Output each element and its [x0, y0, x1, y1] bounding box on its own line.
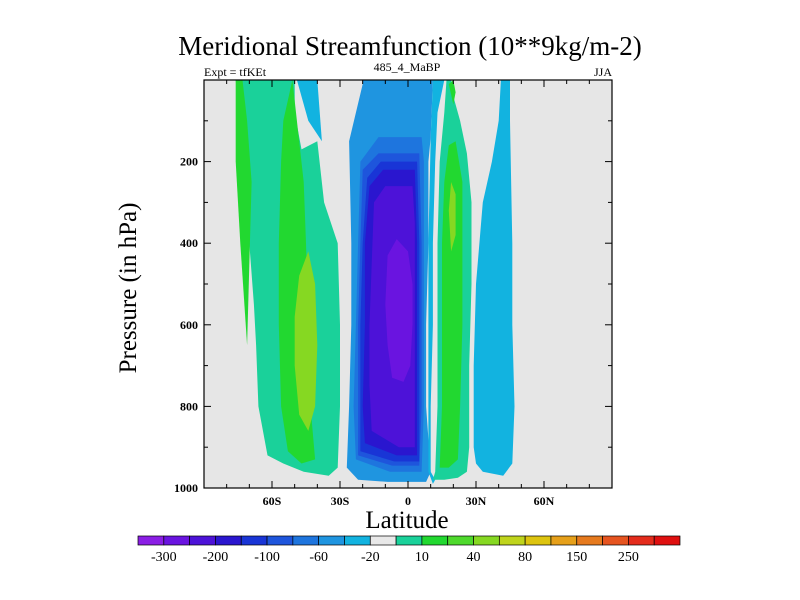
colorbar-swatch — [240, 535, 268, 546]
colorbar-swatch — [473, 535, 500, 546]
colorbar-swatch — [628, 535, 655, 546]
colorbar-swatch — [524, 535, 552, 546]
colorbar-swatch — [318, 535, 345, 546]
colorbar-label: 40 — [467, 550, 481, 565]
colorbar-label: 150 — [566, 550, 587, 565]
contour-region — [439, 141, 463, 468]
x-tick-label: 60N — [534, 494, 555, 508]
chart-title: Meridional Streamfunction (10**9kg/m-2) — [178, 31, 641, 61]
x-tick-label: 30N — [466, 494, 487, 508]
subtitle-center: 485_4_MaBP — [374, 60, 441, 74]
y-tick-label: 600 — [180, 318, 198, 332]
x-tick-label: 30S — [331, 494, 350, 508]
contour-region — [385, 239, 413, 382]
contour-region — [473, 80, 515, 476]
contour-region — [428, 80, 445, 484]
x-axis-label: Latitude — [365, 507, 448, 534]
colorbar-swatch — [550, 535, 578, 546]
contour-layer — [235, 80, 515, 484]
colorbar-swatch — [498, 535, 526, 546]
colorbar-swatch — [395, 535, 423, 546]
colorbar-swatch — [344, 535, 371, 546]
colorbar-label: 250 — [618, 550, 639, 565]
contour-region — [448, 182, 456, 252]
y-tick-label: 800 — [180, 399, 198, 413]
colorbar: -300 -200 -100 -60 -20 10 40 80 150 250 — [137, 535, 681, 565]
y-axis-ticks: 200 400 600 800 1000 — [174, 120, 612, 495]
y-tick-label: 200 — [180, 155, 198, 169]
x-tick-label: 60S — [263, 494, 282, 508]
colorbar-swatch — [266, 535, 294, 546]
x-axis-ticks: 60S 30S 0 30N 60N — [226, 80, 590, 508]
contour-region — [235, 80, 252, 346]
colorbar-swatch — [369, 535, 397, 546]
y-tick-label: 400 — [180, 236, 198, 250]
colorbar-swatch — [421, 535, 449, 546]
y-tick-label: 1000 — [174, 481, 198, 495]
colorbar-swatch — [189, 535, 216, 546]
contour-region — [294, 251, 318, 431]
colorbar-swatch — [137, 535, 165, 546]
y-axis-label: Pressure (in hPa) — [115, 203, 142, 374]
colorbar-label: -20 — [361, 550, 380, 565]
colorbar-swatch — [602, 535, 629, 546]
colorbar-swatch — [653, 535, 681, 546]
contour-region — [296, 80, 322, 142]
plot-area: 60S 30S 0 30N 60N 200 400 600 800 1000 — [174, 79, 613, 508]
colorbar-swatch — [447, 535, 474, 546]
contour-region — [448, 80, 456, 105]
colorbar-label: 80 — [518, 550, 532, 565]
colorbar-label: -60 — [309, 550, 328, 565]
colorbar-label: -100 — [254, 550, 280, 565]
colorbar-swatch — [292, 535, 320, 546]
subtitle-right: JJA — [594, 65, 612, 79]
x-tick-label: 0 — [405, 494, 411, 508]
colorbar-label: -200 — [203, 550, 229, 565]
colorbar-swatch — [163, 535, 190, 546]
colorbar-swatch — [215, 535, 242, 546]
colorbar-label: 10 — [415, 550, 429, 565]
subtitle-left: Expt = tfKEt — [204, 65, 267, 79]
colorbar-label: -300 — [151, 550, 177, 565]
colorbar-swatch — [576, 535, 603, 546]
